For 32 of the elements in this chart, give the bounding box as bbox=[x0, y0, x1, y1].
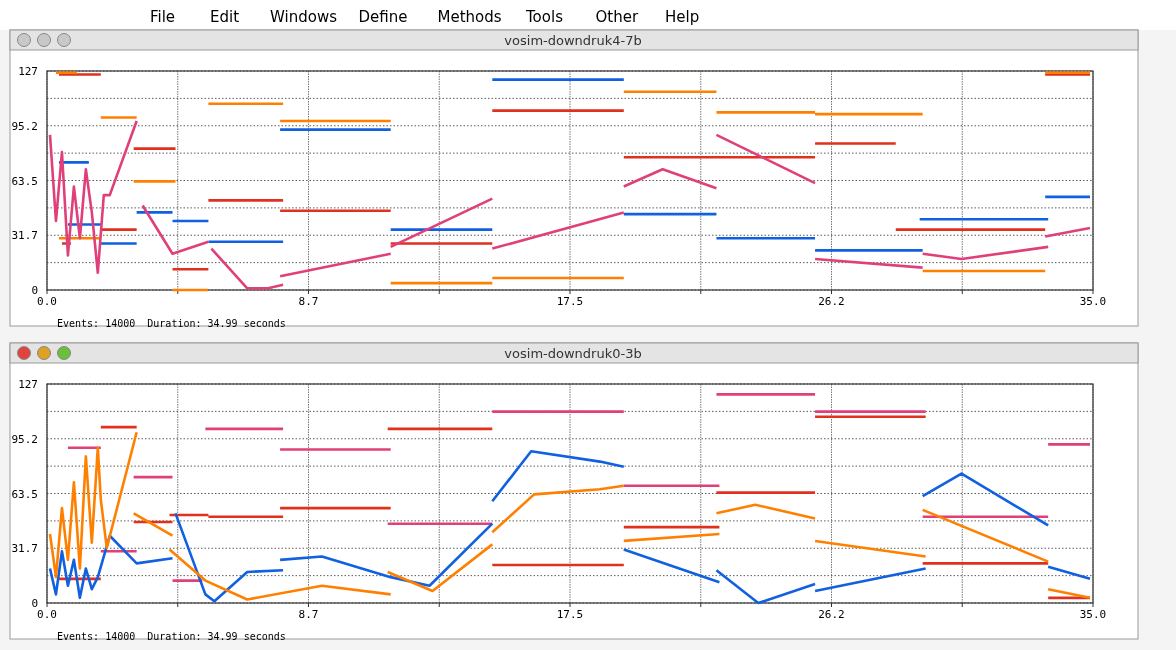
text: Other bbox=[595, 8, 639, 26]
y-tick-label: 95.2 bbox=[11, 119, 38, 133]
text: Events: 14000 Duration: 34.99 seconds bbox=[57, 318, 286, 329]
x-tick-label: 35.0 bbox=[1079, 295, 1107, 308]
x-tick-label: 35.0 bbox=[1079, 608, 1107, 621]
x-tick-label: 17.5 bbox=[556, 608, 584, 621]
text: Methods bbox=[437, 8, 502, 26]
text: Define bbox=[358, 8, 408, 26]
text: File bbox=[150, 8, 176, 26]
y-tick-label: 63.5 bbox=[11, 174, 38, 188]
y-tick-label: 31.7 bbox=[11, 229, 38, 243]
text: Tools bbox=[525, 8, 564, 26]
x-tick-label: 0.0 bbox=[37, 608, 57, 621]
y-tick-label: 127 bbox=[18, 378, 38, 391]
y-tick-label: 31.7 bbox=[11, 542, 38, 556]
x-tick-label: 0.0 bbox=[37, 295, 57, 308]
text: Windows bbox=[270, 8, 338, 26]
text: Help bbox=[665, 8, 700, 26]
text: Events: 14000 Duration: 34.99 seconds bbox=[57, 631, 286, 642]
chart-title: vosim-downdruk4-7b bbox=[504, 33, 642, 48]
x-tick-label: 17.5 bbox=[556, 295, 584, 308]
y-tick-label: 63.5 bbox=[11, 487, 38, 501]
y-tick-label: 127 bbox=[18, 65, 38, 78]
chart-title: vosim-downdruk0-3b bbox=[504, 346, 642, 361]
text: Edit bbox=[210, 8, 240, 26]
x-tick-label: 8.7 bbox=[298, 608, 319, 621]
y-tick-label: 0 bbox=[31, 284, 38, 297]
x-tick-label: 26.2 bbox=[818, 295, 845, 308]
x-tick-label: 26.2 bbox=[818, 608, 845, 621]
x-tick-label: 8.7 bbox=[298, 295, 319, 308]
y-tick-label: 95.2 bbox=[11, 432, 38, 446]
y-tick-label: 0 bbox=[31, 597, 38, 610]
